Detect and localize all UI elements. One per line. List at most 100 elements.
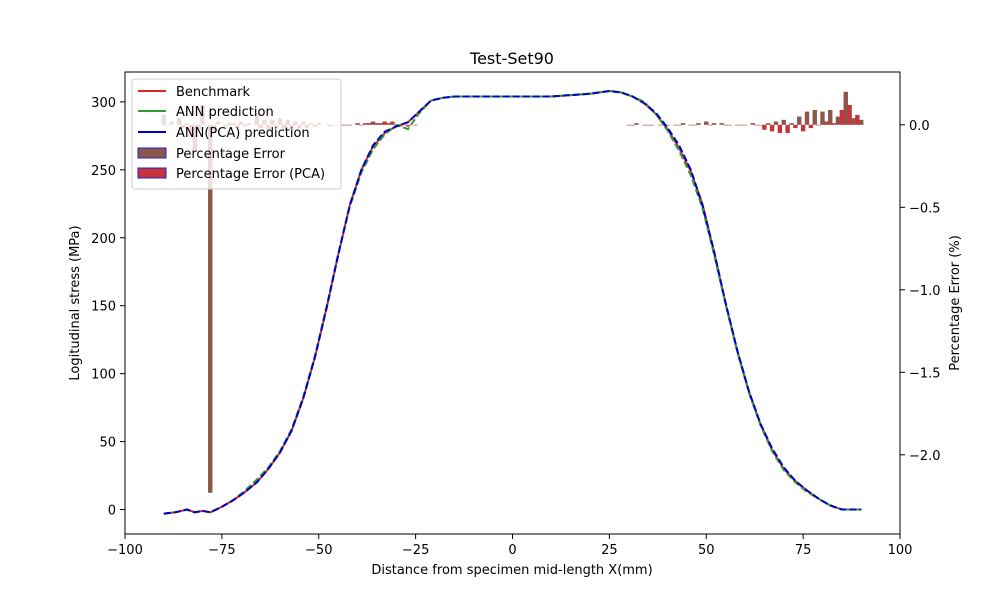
- error-bar: [750, 123, 755, 125]
- error-bar: [735, 124, 740, 126]
- ann-pca-prediction-line: [163, 89, 862, 515]
- error-bar: [634, 123, 639, 125]
- error-bar: [773, 121, 779, 125]
- error-bar: [657, 124, 662, 126]
- error-bar-pca: [769, 124, 775, 132]
- y-tick-label: 0: [108, 504, 116, 519]
- error-bar-pca: [738, 124, 744, 126]
- y-axis-label: Logitudinal stress (MPa): [68, 225, 83, 380]
- error-bar-pca: [707, 124, 713, 126]
- error-bar: [851, 118, 856, 125]
- legend-swatch-error-pca: [137, 167, 167, 179]
- x-axis-ticks: −100 −75 −50 −25 0 25 50 75 100: [107, 534, 912, 558]
- error-bar: [812, 109, 817, 125]
- error-bar-pca: [692, 124, 697, 126]
- legend-label-benchmark: Benchmark: [176, 85, 251, 100]
- y-tick-label: 100: [91, 368, 116, 383]
- x-tick-label: 50: [698, 543, 715, 558]
- error-bar: [339, 124, 345, 126]
- x-axis-label: Distance from specimen mid-length X(mm): [371, 563, 652, 578]
- y2-tick-label: −1.5: [909, 366, 941, 381]
- legend-swatch-error: [137, 147, 167, 159]
- y2-axis-ticks: −2.0 −1.5 −1.0 −0.5 0.0: [900, 119, 941, 464]
- y2-axis-label: Percentage Error (%): [948, 235, 963, 371]
- error-bar: [347, 124, 352, 126]
- chart-title: Test-Set90: [469, 49, 554, 68]
- error-bar-pca: [359, 124, 364, 126]
- error-bar-pca: [855, 114, 860, 125]
- error-bar: [642, 124, 647, 126]
- error-bar: [363, 123, 368, 125]
- error-bar-pca: [374, 123, 380, 125]
- error-bar-pca: [413, 124, 418, 126]
- error-bar: [355, 123, 360, 125]
- error-bar: [797, 116, 802, 125]
- error-bar: [378, 123, 383, 125]
- error-bar-pca: [839, 109, 845, 125]
- error-bar: [704, 121, 709, 125]
- error-bar-pca: [824, 121, 829, 125]
- error-bar: [688, 124, 693, 126]
- y-tick-label: 200: [91, 232, 116, 247]
- error-bar-pca: [343, 124, 349, 126]
- legend-box: [131, 78, 342, 190]
- error-bar: [727, 124, 732, 126]
- error-bar: [370, 121, 376, 125]
- error-bar-pca: [390, 121, 395, 125]
- y-tick-label: 250: [91, 164, 116, 179]
- x-tick-label: 100: [888, 543, 913, 558]
- y-tick-label: 150: [91, 300, 116, 315]
- legend-label-ann-pca: ANN(PCA) prediction: [176, 126, 310, 141]
- error-bar: [649, 124, 655, 126]
- error-bar: [208, 124, 213, 493]
- error-bar-pca: [754, 124, 759, 126]
- error-bar-pca: [785, 124, 790, 134]
- error-bar-pca: [762, 124, 767, 130]
- error-bar: [680, 123, 686, 125]
- x-tick-label: −100: [107, 543, 143, 558]
- y-tick-label: 300: [91, 96, 116, 111]
- error-bar-pca: [366, 123, 372, 125]
- error-bar: [766, 123, 771, 125]
- x-tick-label: −50: [305, 543, 332, 558]
- error-bar: [673, 124, 678, 126]
- y-axis-ticks: 0 50 100 150 200 250 300: [91, 96, 125, 519]
- error-bar-pca: [645, 124, 651, 126]
- error-bar: [859, 119, 864, 125]
- error-bar: [711, 123, 717, 125]
- legend-label-ann: ANN prediction: [176, 105, 274, 120]
- y2-tick-label: 0.0: [909, 119, 930, 134]
- error-bar-pca: [793, 124, 798, 129]
- x-tick-label: −75: [208, 543, 235, 558]
- error-bar: [758, 124, 763, 126]
- error-bar-pca: [800, 124, 806, 132]
- error-bar: [696, 123, 701, 125]
- error-bar: [665, 124, 670, 126]
- error-bar-pca: [816, 124, 821, 126]
- error-bar: [843, 91, 848, 125]
- error-bar: [719, 123, 724, 125]
- x-tick-label: 75: [795, 543, 812, 558]
- error-bar: [626, 124, 631, 126]
- x-tick-label: 25: [601, 543, 618, 558]
- y2-tick-label: −2.0: [909, 449, 941, 464]
- error-bar: [742, 124, 748, 126]
- error-bar-pca: [723, 124, 728, 126]
- error-bar-pca: [630, 124, 635, 126]
- error-bar-pca: [831, 123, 837, 125]
- stress-lines: [163, 89, 862, 515]
- y2-tick-label: −0.5: [909, 201, 941, 216]
- error-bar: [835, 116, 841, 125]
- legend-label-error: Percentage Error: [176, 147, 286, 162]
- legend: Benchmark ANN prediction ANN(PCA) predic…: [131, 78, 342, 190]
- x-tick-label: −25: [402, 543, 429, 558]
- error-bar-pca: [676, 124, 682, 126]
- y-tick-label: 50: [99, 436, 116, 451]
- error-bar: [828, 109, 833, 125]
- legend-label-error-pca: Percentage Error (PCA): [176, 167, 325, 182]
- error-bar-pca: [382, 121, 387, 125]
- error-bar: [789, 123, 794, 125]
- error-bar-pca: [847, 105, 852, 125]
- error-bar: [820, 111, 825, 125]
